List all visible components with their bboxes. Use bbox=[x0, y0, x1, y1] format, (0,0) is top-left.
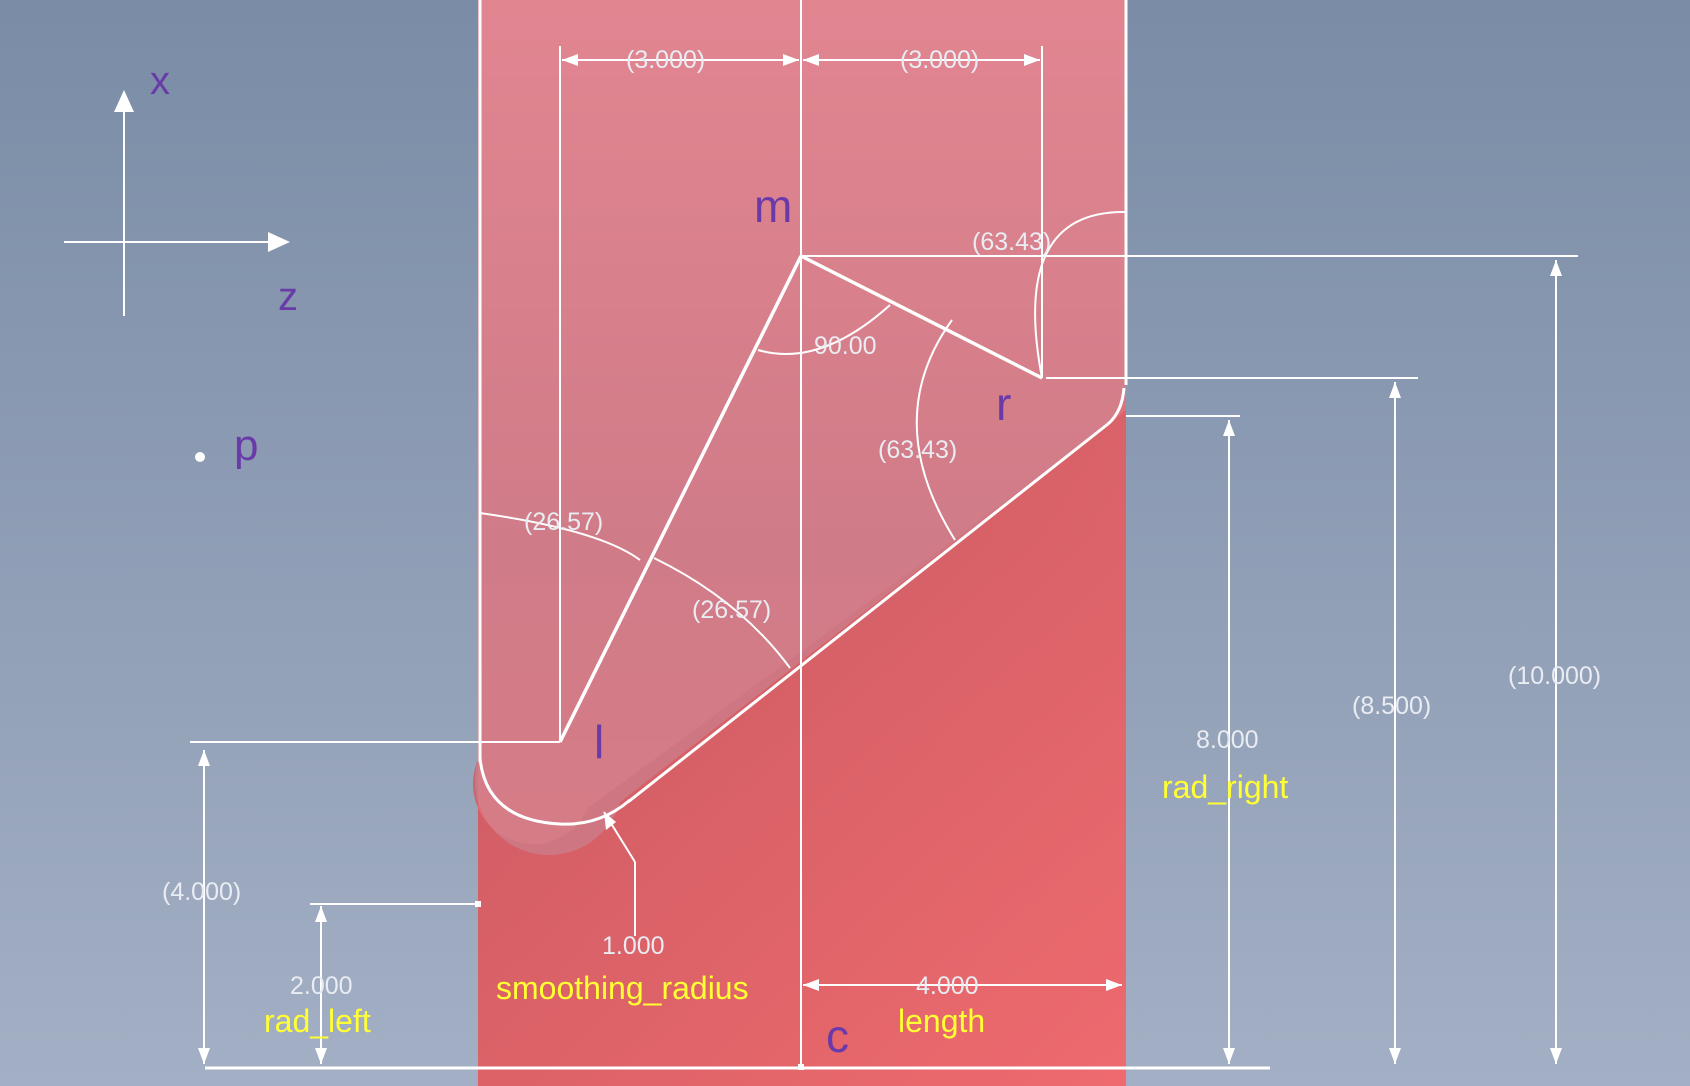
sketch-triangle[interactable] bbox=[558, 254, 1043, 743]
dim-angle-right-lower[interactable]: (63.43) bbox=[878, 436, 957, 464]
x-axis-label: x bbox=[150, 59, 170, 103]
dim-height-left-radius[interactable]: 2.000 bbox=[290, 972, 353, 1000]
param-smoothing-radius: smoothing_radius bbox=[496, 970, 749, 1006]
construction-lines bbox=[190, 0, 1578, 1068]
dim-length[interactable]: 4.000 bbox=[916, 972, 979, 1000]
dim-angle-apex[interactable]: 90.00 bbox=[814, 332, 877, 360]
point-c-label: c bbox=[826, 1010, 849, 1062]
param-length: length bbox=[898, 1003, 985, 1039]
dim-height-left-total[interactable]: (4.000) bbox=[162, 878, 241, 906]
part-lower-region bbox=[472, 410, 1126, 1086]
point-c-marker[interactable] bbox=[798, 1064, 804, 1070]
point-p-marker[interactable] bbox=[195, 452, 205, 462]
dim-angle-left-upper[interactable]: (26.57) bbox=[524, 508, 603, 536]
parameter-labels: rad_left smoothing_radius length rad_rig… bbox=[264, 769, 1288, 1039]
point-l-label: l bbox=[594, 716, 604, 768]
axis-triad bbox=[64, 100, 278, 316]
dimension-labels: (3.000) (3.000) (63.43) 90.00 (63.43) (2… bbox=[162, 46, 1601, 1000]
dim-angle-top-right[interactable]: (63.43) bbox=[972, 228, 1051, 256]
point-r-label: r bbox=[996, 378, 1011, 430]
dim-height-right-radius[interactable]: 8.000 bbox=[1196, 726, 1259, 754]
dim-height-m[interactable]: (10.000) bbox=[1508, 662, 1601, 690]
z-axis-arrow-icon bbox=[268, 232, 290, 252]
dim-top-right-width[interactable]: (3.000) bbox=[900, 46, 979, 74]
param-rad-left: rad_left bbox=[264, 1003, 371, 1039]
dimension-arrows bbox=[198, 54, 1562, 1064]
dim-height-r[interactable]: (8.500) bbox=[1352, 692, 1431, 720]
dim-smoothing-radius[interactable]: 1.000 bbox=[602, 932, 665, 960]
param-rad-right: rad_right bbox=[1162, 769, 1288, 805]
rad-left-marker[interactable] bbox=[475, 901, 481, 907]
point-p-label: p bbox=[234, 421, 258, 470]
point-m-label: m bbox=[754, 180, 792, 232]
dim-angle-left-lower[interactable]: (26.57) bbox=[692, 596, 771, 624]
part-outline bbox=[205, 0, 1270, 1070]
x-axis-arrow-icon bbox=[114, 90, 134, 112]
dim-top-left-width[interactable]: (3.000) bbox=[626, 46, 705, 74]
z-axis-label: z bbox=[278, 275, 298, 319]
